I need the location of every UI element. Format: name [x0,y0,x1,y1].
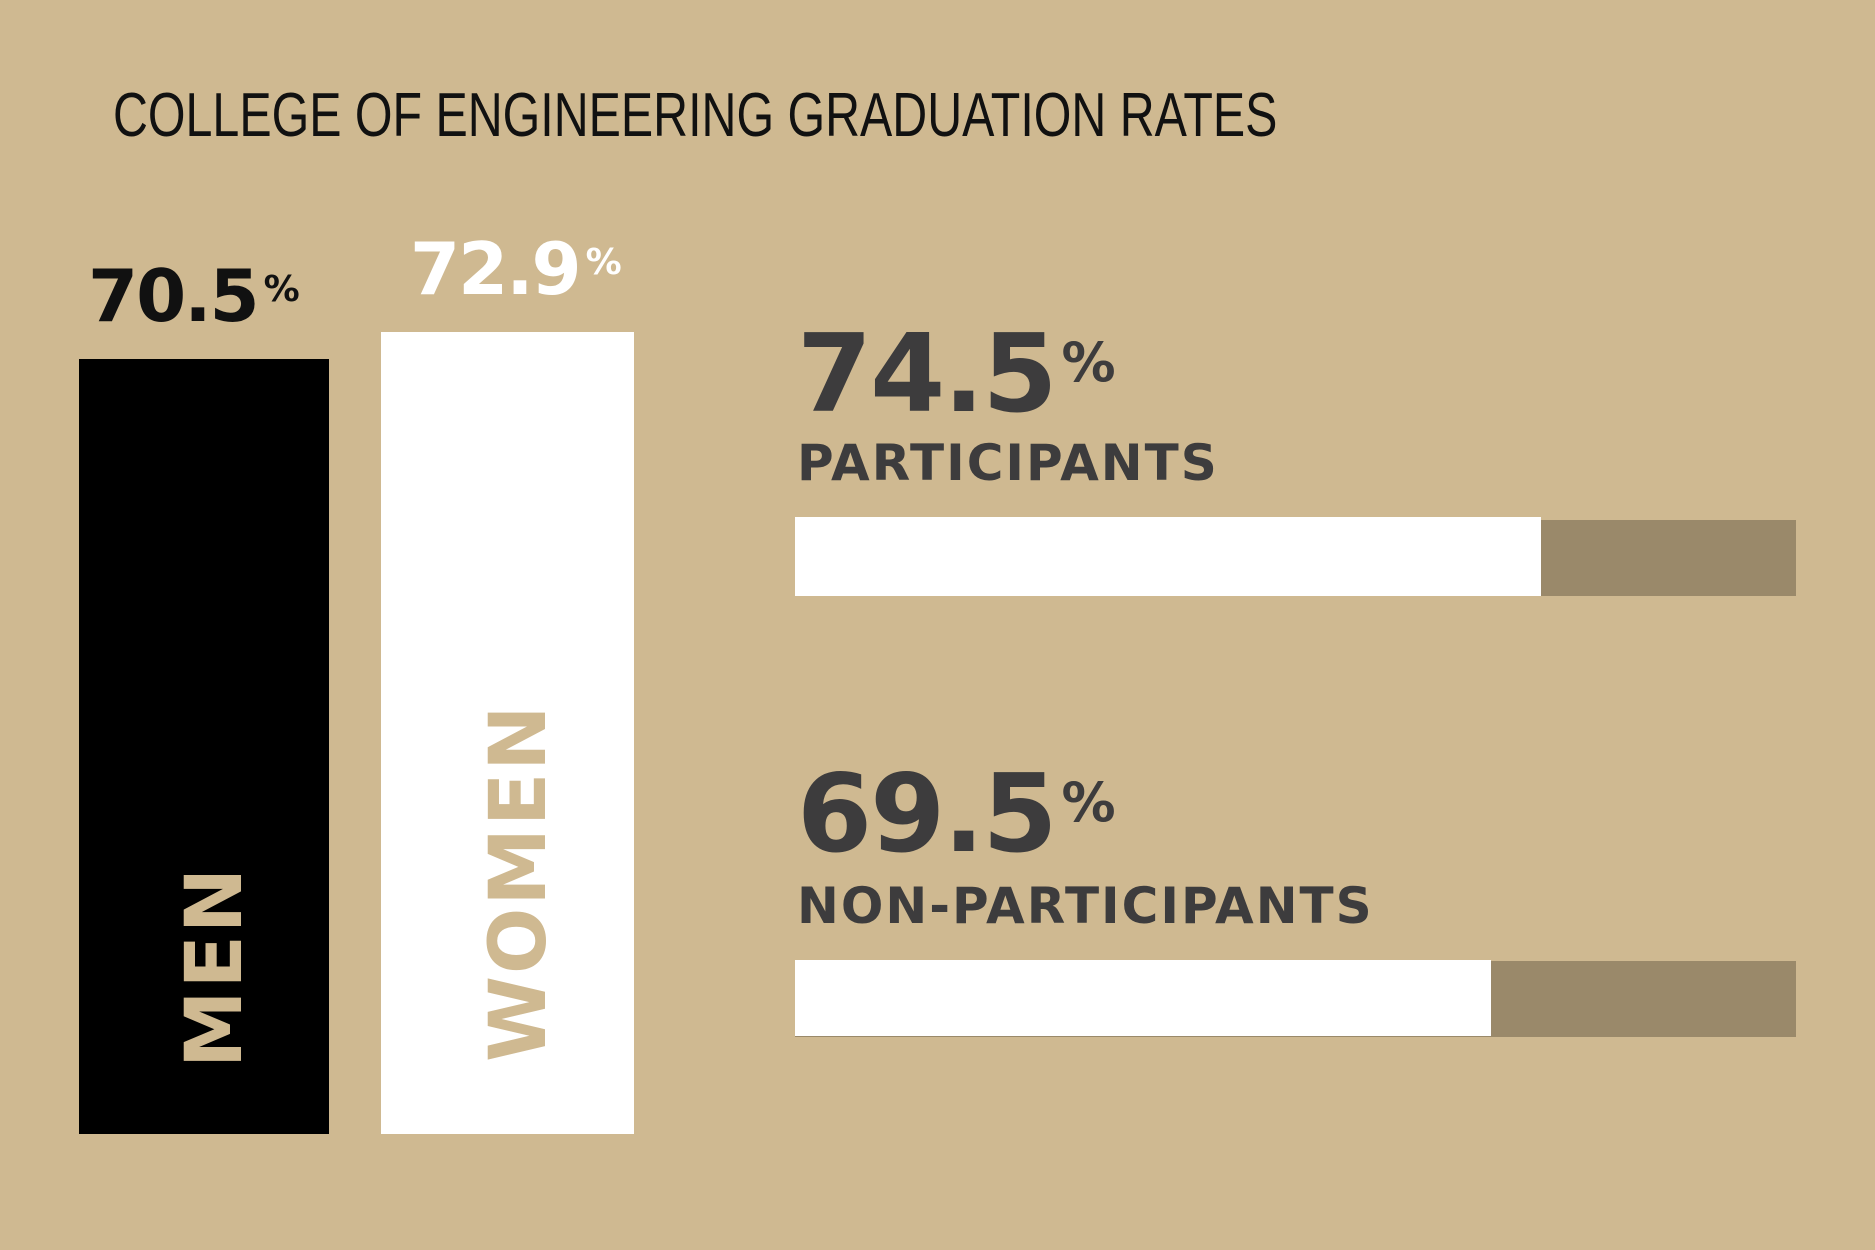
participants-bar [795,517,1541,596]
non-participants-label: NON-PARTICIPANTS [797,877,1374,935]
non-participants-value-number: 69.5 [797,752,1057,877]
bar-men [79,358,329,1134]
participants-value-number: 74.5 [797,312,1057,437]
bar-label-men: MEN [170,865,260,1068]
percent-sign: % [263,268,300,310]
percent-sign: % [1061,771,1116,835]
data-label-men-value: 70.5 [88,253,260,338]
percent-sign: % [585,242,622,284]
chart-title: COLLEGE OF ENGINEERING GRADUATION RATES [113,81,1278,150]
data-label-men: 70.5% [88,254,300,338]
bar-women [381,332,634,1134]
non-participants-bar [795,960,1491,1036]
participants-label: PARTICIPANTS [797,434,1219,492]
data-label-women-value: 72.9 [410,227,582,312]
percent-sign: % [1061,331,1116,395]
data-label-women: 72.9% [410,227,622,311]
bar-label-women: WOMEN [474,703,564,1062]
participants-value: 74.5% [797,312,1116,437]
non-participants-value: 69.5% [797,752,1116,877]
